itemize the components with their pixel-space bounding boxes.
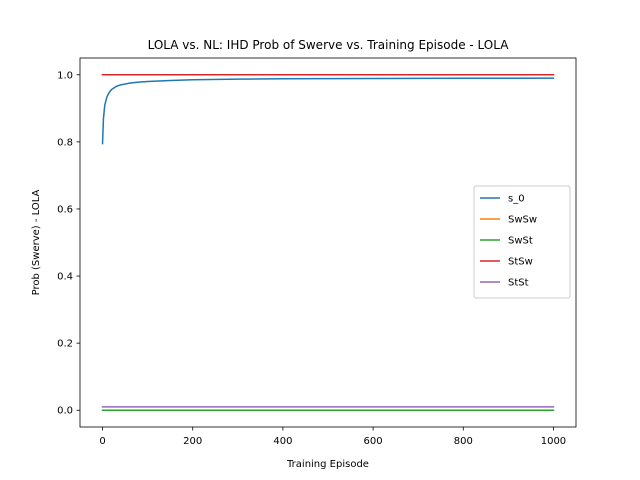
y-tick-label: 0.0 xyxy=(57,406,73,417)
x-tick-label: 0 xyxy=(99,436,105,447)
legend-label-swst: SwSt xyxy=(508,236,533,247)
x-tick-label: 1000 xyxy=(541,436,566,447)
x-tick-label: 600 xyxy=(364,436,383,447)
y-axis: 0.0 0.2 0.4 0.6 0.8 1.0 xyxy=(57,70,80,417)
x-axis: 0 200 400 600 800 1000 xyxy=(99,427,566,447)
y-tick-label: 0.2 xyxy=(57,339,73,350)
legend-entries: s_0 SwSw SwSt StSw StSt xyxy=(480,194,537,289)
x-tick-label: 400 xyxy=(273,436,292,447)
y-tick-label: 1.0 xyxy=(57,70,73,81)
x-axis-label: Training Episode xyxy=(286,459,369,470)
legend-label-swsw: SwSw xyxy=(508,215,537,226)
legend-label-s-0: s_0 xyxy=(508,194,525,205)
legend: s_0 SwSw SwSt StSw StSt xyxy=(473,185,571,299)
y-axis-label: Prob (Swerve) - LOLA xyxy=(31,189,42,295)
y-tick-label: 0.4 xyxy=(57,272,73,283)
series-layer xyxy=(101,74,555,411)
legend-label-stsw: StSw xyxy=(508,257,533,268)
x-tick-label: 200 xyxy=(183,436,202,447)
y-tick-label: 0.6 xyxy=(57,204,73,215)
plot-frame xyxy=(79,57,577,428)
chart-title: LOLA vs. NL: IHD Prob of Swerve vs. Trai… xyxy=(148,38,510,52)
y-tick-label: 0.8 xyxy=(57,137,73,148)
x-tick-label: 800 xyxy=(454,436,473,447)
legend-label-stst: StSt xyxy=(508,278,529,289)
series-line-s-0 xyxy=(101,77,555,145)
legend-box xyxy=(473,185,571,299)
